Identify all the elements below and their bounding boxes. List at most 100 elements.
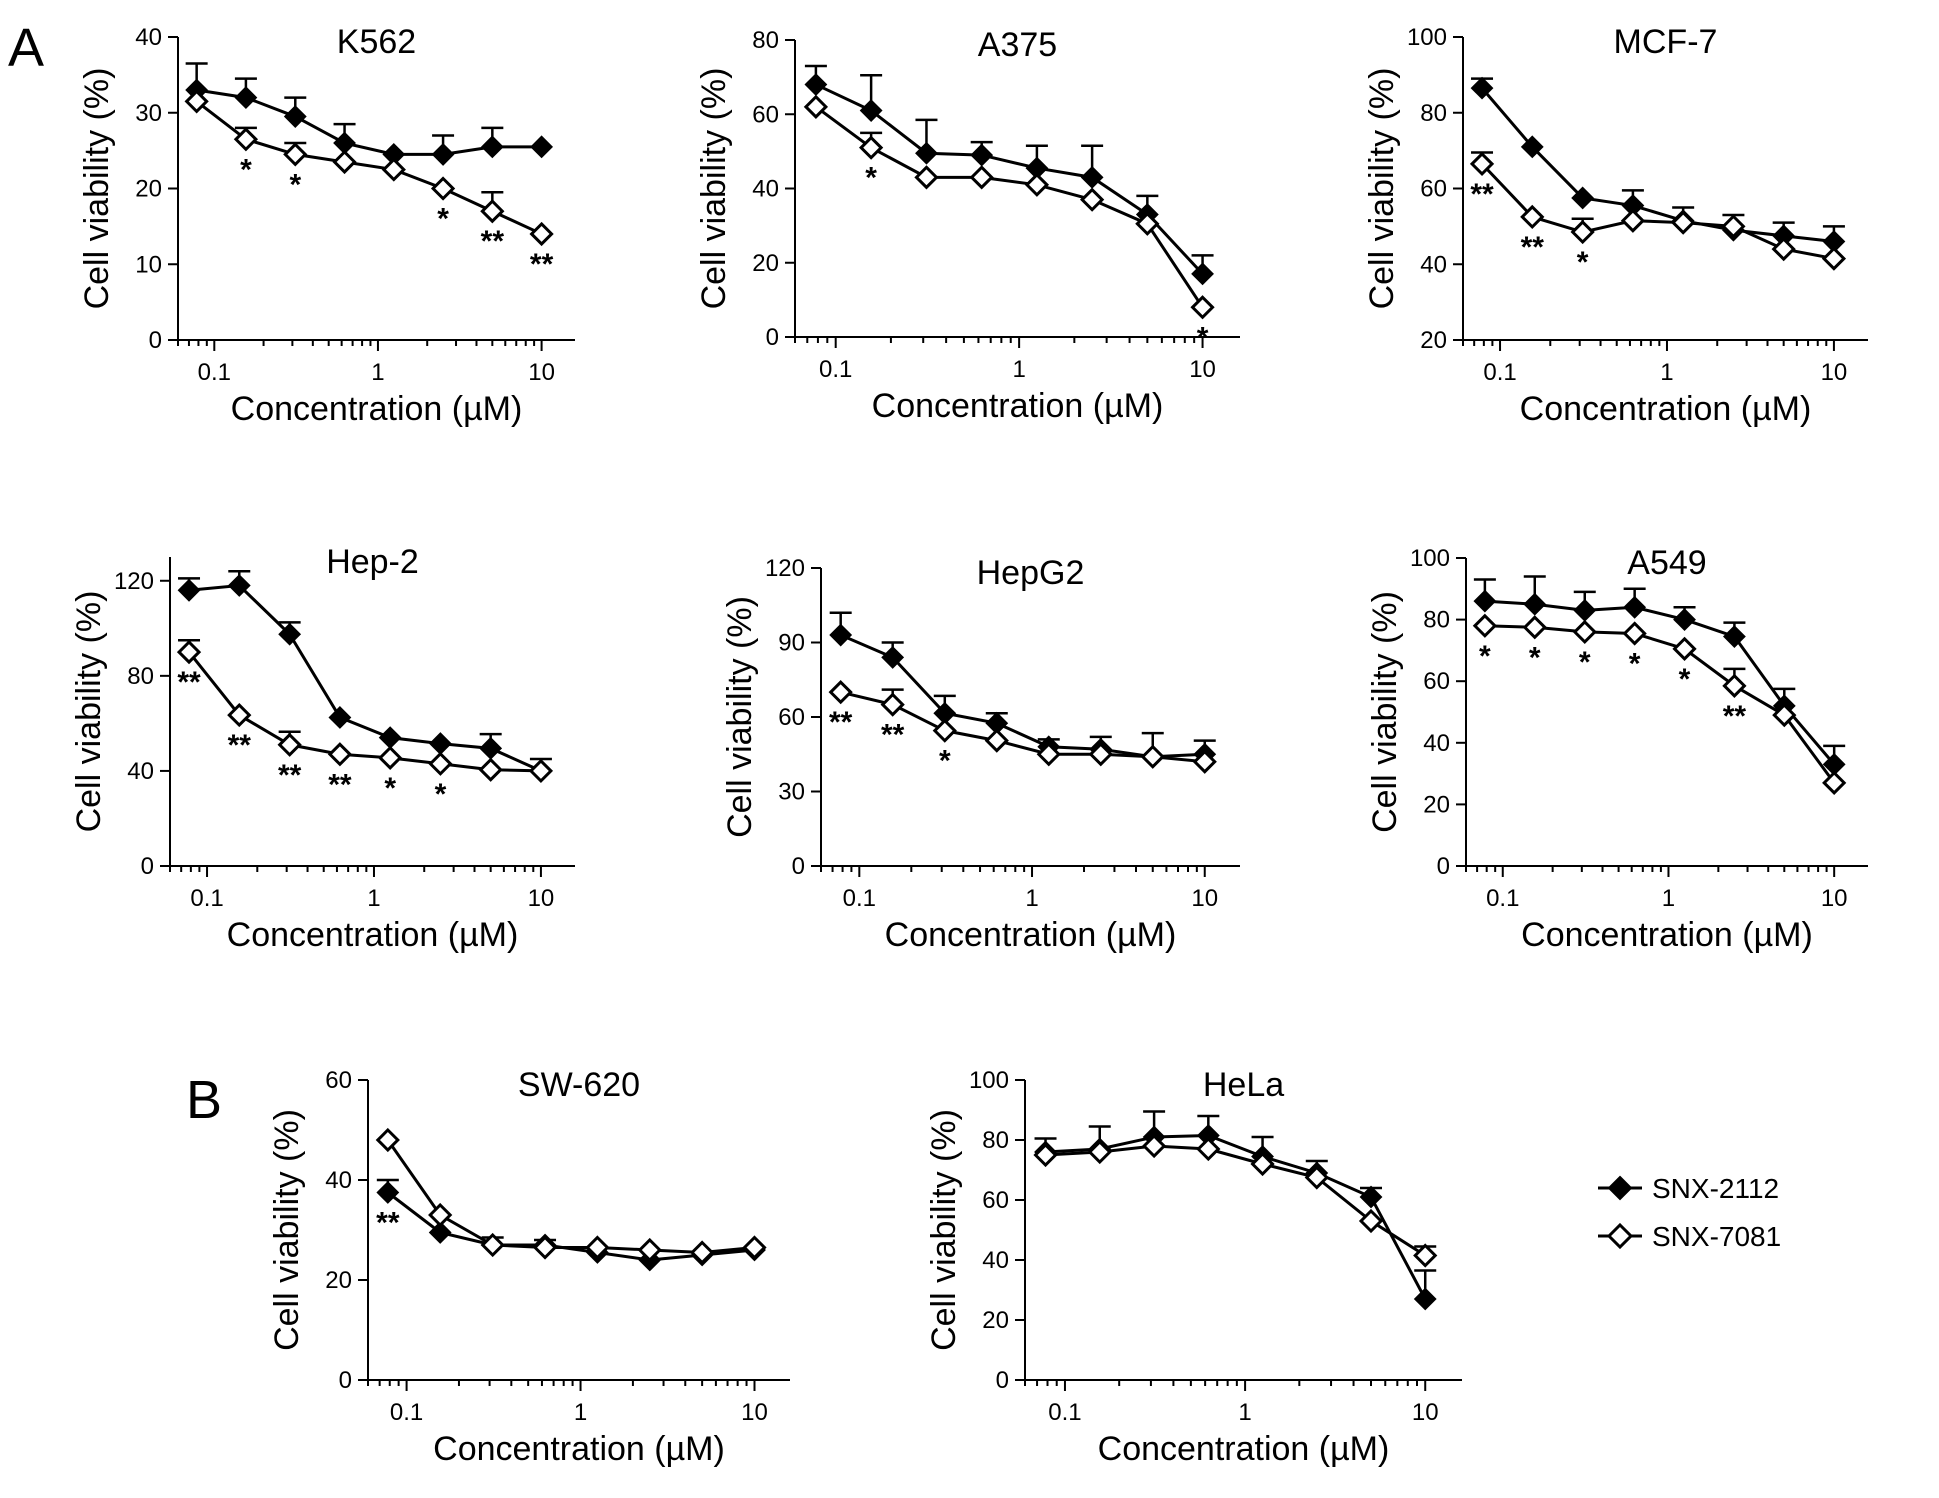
y-tick-label: 100 — [1410, 545, 1450, 572]
significance-label: ** — [177, 666, 201, 699]
x-tick-label: 10 — [741, 1399, 768, 1426]
y-tick-label: 40 — [135, 24, 162, 51]
data-point — [1024, 172, 1050, 197]
data-point — [1623, 595, 1647, 619]
data-point — [1140, 744, 1165, 769]
x-tick-label: 10 — [1821, 359, 1848, 386]
data-point — [479, 736, 503, 760]
y-tick-label: 20 — [135, 176, 162, 203]
x-tick-label: 10 — [1821, 885, 1848, 912]
data-point — [1191, 262, 1214, 286]
x-axis-label: Concentration (µM) — [1520, 390, 1812, 428]
panel-label-b: B — [186, 1070, 222, 1130]
chart-title: Hep-2 — [326, 543, 419, 581]
x-axis-label: Concentration (µM) — [1098, 1430, 1390, 1468]
data-point — [176, 639, 202, 665]
significance-label: * — [1529, 641, 1541, 674]
legend: SNX-2112 SNX-7081 — [1598, 1173, 1781, 1252]
data-point — [378, 745, 403, 770]
data-point — [1671, 210, 1696, 235]
data-point — [1413, 1243, 1438, 1268]
legend-label-snx-2112: SNX-2112 — [1652, 1173, 1779, 1204]
y-tick-label: 0 — [141, 853, 154, 880]
series-line — [815, 83, 1204, 275]
data-point — [1620, 208, 1646, 233]
data-point — [283, 105, 307, 128]
data-point — [480, 199, 505, 224]
x-tick-label: 1 — [1025, 885, 1038, 912]
data-point — [881, 645, 905, 669]
panel-label-a: A — [8, 18, 44, 78]
data-point — [1141, 1133, 1167, 1159]
data-point — [529, 221, 554, 247]
series-snx-7081 — [375, 1127, 767, 1265]
significance-label: ** — [829, 706, 853, 739]
data-point — [1722, 625, 1746, 648]
data-point — [1473, 589, 1497, 613]
y-tick-label: 20 — [325, 1267, 352, 1294]
significance-label: ** — [278, 759, 302, 792]
data-point — [1088, 742, 1113, 767]
x-axis-label: Concentration (µM) — [231, 390, 523, 428]
y-tick-label: 40 — [127, 758, 154, 785]
data-point — [1520, 135, 1544, 159]
x-tick-label: 10 — [528, 359, 555, 386]
x-tick-label: 0.1 — [1486, 885, 1519, 912]
y-tick-label: 0 — [1437, 853, 1450, 880]
y-axis-label: Cell viability (%) — [268, 1109, 306, 1351]
data-point — [227, 574, 251, 597]
y-axis-label: Cell viability (%) — [721, 596, 759, 838]
data-point — [1523, 592, 1547, 616]
data-point — [184, 89, 209, 114]
y-tick-label: 0 — [149, 327, 162, 354]
series-snx-7081 — [803, 94, 1215, 320]
legend-item-snx-7081: SNX-7081 — [1598, 1221, 1781, 1252]
significance-label: * — [437, 203, 449, 236]
data-point — [1359, 1185, 1383, 1209]
data-point — [1079, 187, 1105, 212]
y-tick-label: 0 — [766, 324, 779, 351]
x-tick-label: 1 — [574, 1399, 587, 1426]
data-point — [480, 1232, 505, 1258]
significance-label: ** — [228, 729, 252, 762]
significance-label: ** — [1723, 700, 1747, 733]
significance-label: ** — [1470, 178, 1494, 211]
chart-title: SW-620 — [518, 1066, 640, 1104]
x-tick-label: 10 — [1189, 356, 1216, 383]
data-point — [378, 726, 402, 750]
x-tick-label: 1 — [1238, 1399, 1251, 1426]
chart-sw-620: SW-620 0 20 40 60 0.1 1 10 Concentration (µM) Cel… — [268, 1066, 790, 1468]
data-point — [428, 1221, 452, 1244]
data-point — [984, 728, 1009, 753]
data-point — [1135, 211, 1160, 236]
significance-label: * — [289, 168, 301, 201]
data-point — [1472, 613, 1498, 638]
data-point — [1573, 598, 1597, 622]
x-tick-label: 1 — [1012, 356, 1025, 383]
data-point — [915, 141, 938, 165]
y-tick-label: 60 — [1420, 176, 1447, 203]
data-point — [1358, 1208, 1384, 1234]
data-point — [914, 165, 939, 190]
data-point — [428, 1202, 453, 1228]
data-point — [1570, 219, 1595, 245]
data-point — [1087, 1139, 1112, 1165]
y-tick-label: 100 — [969, 1067, 1009, 1094]
y-tick-label: 20 — [1423, 791, 1450, 818]
data-point — [1722, 673, 1747, 698]
data-point — [1522, 615, 1547, 640]
series-snx-7081 — [1033, 1133, 1438, 1268]
chart-a549: A549 0 20 40 60 80 100 0.1 1 10 Concentration (µM)… — [1366, 544, 1868, 954]
data-point — [227, 702, 252, 728]
data-point — [1520, 204, 1545, 230]
chart-hepg2: HepG2 0 30 60 90 120 0.1 1 10 Concentration (µM) C… — [721, 554, 1240, 954]
data-point — [828, 680, 853, 705]
x-tick-label: 1 — [1662, 885, 1675, 912]
significance-label: * — [939, 745, 951, 778]
data-point — [431, 142, 455, 166]
y-tick-label: 80 — [1423, 607, 1450, 634]
data-point — [430, 176, 456, 201]
data-point — [1304, 1165, 1329, 1190]
series-snx-7081 — [1472, 613, 1847, 795]
